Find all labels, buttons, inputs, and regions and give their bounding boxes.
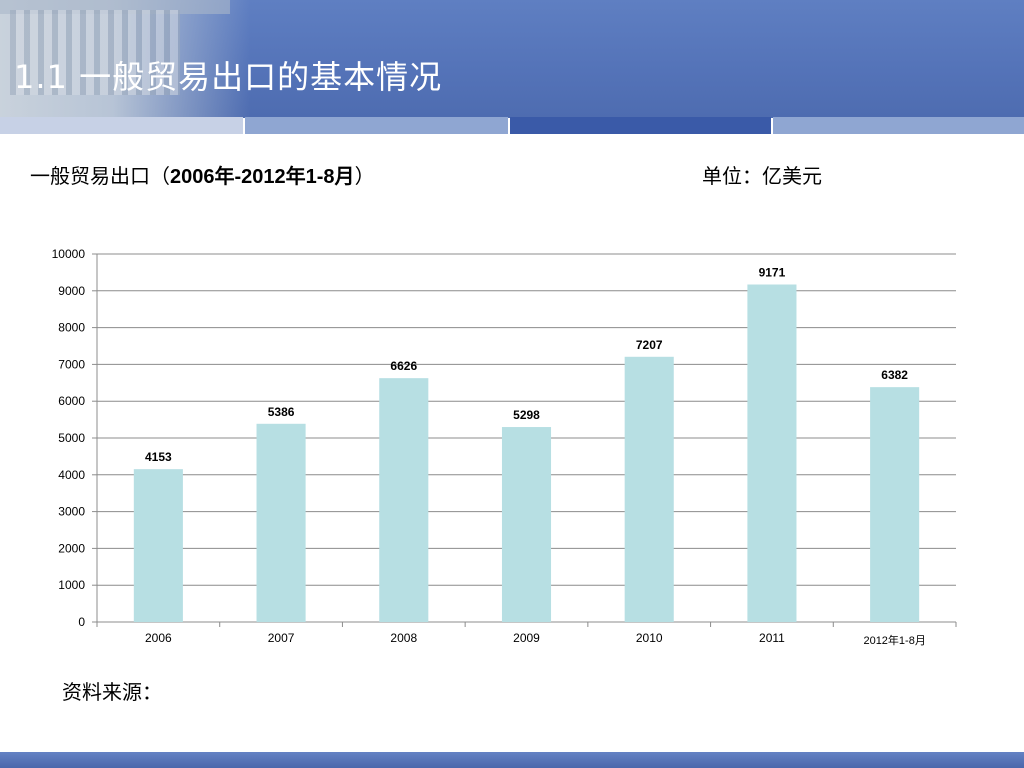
data-label: 7207 <box>636 338 663 352</box>
x-tick-label: 2011 <box>759 631 785 645</box>
y-tick-label: 1000 <box>58 578 85 592</box>
x-tick-label: 2010 <box>636 631 663 645</box>
slide-title: 1.1 一般贸易出口的基本情况 <box>14 58 443 96</box>
bar <box>870 387 920 622</box>
bar <box>747 284 797 622</box>
y-tick-label: 0 <box>78 615 85 629</box>
subtitle-suffix: ） <box>354 164 375 188</box>
y-tick-label: 7000 <box>58 357 85 371</box>
data-label: 4153 <box>145 450 172 464</box>
x-tick-label: 2007 <box>268 631 295 645</box>
y-tick-label: 8000 <box>58 321 85 335</box>
bar <box>256 423 306 622</box>
y-tick-label: 10000 <box>52 247 86 261</box>
y-tick-label: 6000 <box>58 394 85 408</box>
bar <box>133 469 183 622</box>
decor-strip-1 <box>0 117 243 134</box>
bar <box>624 356 674 622</box>
campus-photo <box>0 0 250 118</box>
y-tick-label: 2000 <box>58 541 85 555</box>
x-tick-label: 2009 <box>513 631 540 645</box>
y-tick-label: 4000 <box>58 468 85 482</box>
unit-label: 单位：亿美元 <box>702 164 822 188</box>
footer-bar <box>0 752 1024 768</box>
chart-subtitle: 一般贸易出口（2006年-2012年1-8月） <box>30 160 375 189</box>
y-tick-label: 3000 <box>58 505 85 519</box>
data-label: 5298 <box>513 408 540 422</box>
x-tick-label: 2006 <box>145 631 172 645</box>
data-label: 6382 <box>881 368 908 382</box>
source-label: 资料来源： <box>62 680 162 704</box>
y-tick-label: 5000 <box>58 431 85 445</box>
y-tick-label: 9000 <box>58 284 85 298</box>
bar <box>501 427 552 622</box>
x-tick-label: 2012年1-8月 <box>863 633 925 647</box>
subtitle-range: 2006年-2012年1-8月 <box>170 166 355 188</box>
decor-strip-2 <box>245 117 508 134</box>
decor-strip-3 <box>510 117 771 134</box>
subtitle-prefix: 一般贸易出口（ <box>30 164 170 188</box>
decor-strip-4 <box>773 117 1024 134</box>
x-tick-label: 2008 <box>390 631 417 645</box>
data-label: 9171 <box>759 266 786 280</box>
data-label: 5386 <box>268 405 295 419</box>
bar <box>379 378 429 622</box>
slide-header: 1.1 一般贸易出口的基本情况 <box>0 0 1024 118</box>
data-label: 6626 <box>390 359 417 373</box>
